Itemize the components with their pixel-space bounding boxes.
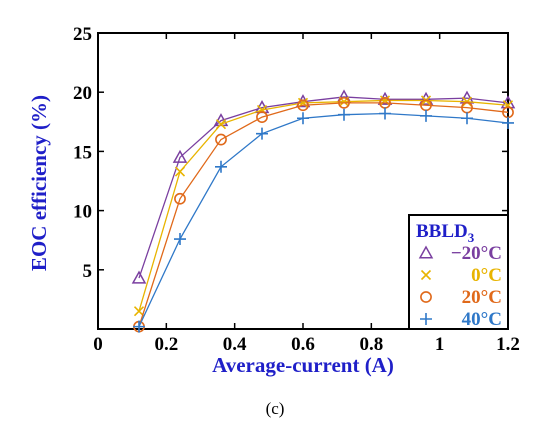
- legend-marker-x: [420, 269, 432, 281]
- data-point: [213, 113, 229, 127]
- data-point: [502, 116, 514, 129]
- data-point: [461, 112, 473, 125]
- y-tick-label: 20: [73, 83, 92, 104]
- legend-title: BBLD3: [416, 221, 475, 245]
- data-point: [215, 119, 227, 130]
- series-line: [138, 96, 509, 279]
- data-point: [174, 166, 186, 177]
- series-line: [138, 112, 509, 327]
- legend-label: 0°C: [471, 265, 502, 286]
- y-tick-label: 5: [83, 261, 93, 282]
- data-point: [133, 320, 145, 333]
- legend: BBLD3−20°C0°C20°C40°C: [408, 214, 509, 330]
- data-point: [297, 112, 309, 125]
- data-point: [461, 96, 473, 107]
- x-tick-label: 0.4: [223, 334, 247, 355]
- x-tick-label: 1.2: [496, 334, 520, 355]
- data-point: [174, 233, 186, 246]
- x-tick-label: 0.2: [154, 334, 178, 355]
- axes: 0 0.2 0.4 0.6 0.8 1 1.2 5 10 15 20 25: [73, 24, 520, 355]
- data-point: [338, 108, 350, 121]
- y-axis-label: EOC efficiency (%): [27, 95, 51, 271]
- series-line: [138, 102, 509, 327]
- legend-box: [408, 214, 509, 330]
- data-point: [172, 149, 188, 163]
- series-line: [138, 99, 509, 312]
- data-point: [174, 192, 186, 205]
- data-point: [420, 109, 432, 122]
- data-point: [215, 133, 227, 146]
- data-point: [379, 107, 391, 120]
- data-point: [133, 306, 145, 317]
- legend-marker-plus: [420, 313, 432, 325]
- legend-label: 40°C: [462, 309, 502, 330]
- legend-marker-circle: [420, 291, 432, 303]
- legend-marker-triangle: [418, 245, 434, 259]
- data-point: [256, 111, 268, 123]
- data-point: [338, 96, 350, 109]
- data-point: [418, 91, 434, 105]
- data-point: [256, 127, 268, 140]
- series-plus: [133, 107, 514, 333]
- x-tick-label: 0: [93, 334, 103, 355]
- legend-label: −20°C: [451, 243, 502, 264]
- series-layer: [131, 89, 516, 333]
- x-tick-label: 0.8: [359, 334, 383, 355]
- x-tick-label: 0.6: [291, 334, 315, 355]
- y-tick-label: 25: [73, 24, 92, 45]
- data-point: [215, 160, 227, 173]
- y-tick-label: 15: [73, 142, 92, 163]
- data-point: [297, 99, 309, 112]
- figure-caption: (c): [266, 399, 285, 418]
- data-point: [131, 270, 147, 284]
- x-axis-label: Average-current (A): [212, 353, 394, 377]
- y-tick-label: 10: [73, 202, 92, 223]
- legend-label: 20°C: [462, 287, 502, 308]
- x-tick-label: 1: [435, 334, 445, 355]
